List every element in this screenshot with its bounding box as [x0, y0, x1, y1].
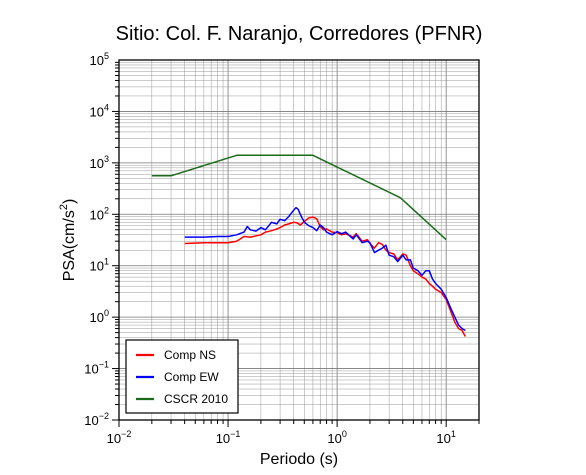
series-line-cscr-2010	[151, 154, 447, 241]
y-tick-label-exp: −2	[99, 411, 109, 421]
x-tick-label: 101	[436, 429, 455, 446]
x-tick-label-exp: 1	[451, 429, 456, 439]
y-tick-label-base: 10	[90, 310, 104, 325]
y-tick-label: 102	[90, 205, 109, 222]
y-tick-label-base: 10	[84, 362, 98, 377]
x-tick-labels: 10−2 10−1 100 101	[107, 429, 456, 446]
legend-label: CSCR 2010	[164, 392, 228, 406]
legend-box	[125, 339, 239, 414]
x-tick-label: 10−2	[107, 429, 132, 446]
legend: Comp NS Comp EW CSCR 2010	[125, 339, 239, 414]
x-tick-label-exp: −1	[230, 429, 240, 439]
y-tick-label-base: 10	[90, 156, 104, 171]
x-tick-label-exp: 0	[342, 429, 347, 439]
x-tick-label: 100	[327, 429, 346, 446]
x-tick-label-base: 10	[327, 431, 341, 446]
chart-title: Sitio: Col. F. Naranjo, Corredores (PFNR…	[116, 23, 483, 45]
y-tick-label: 10−1	[84, 360, 109, 377]
y-tick-label: 10−2	[84, 411, 109, 428]
y-tick-label-base: 10	[90, 104, 104, 119]
x-axis-label: Periodo (s)	[260, 451, 338, 468]
plot-frame	[118, 59, 480, 421]
y-tick-label-base: 10	[90, 207, 104, 222]
y-tick-label: 101	[90, 257, 109, 274]
y-tick-label-base: 10	[84, 413, 98, 428]
series-line-comp-ns	[184, 216, 467, 337]
legend-label: Comp NS	[164, 348, 216, 362]
x-tick-label-base: 10	[107, 431, 121, 446]
legend-label: Comp EW	[164, 370, 219, 384]
y-tick-label-exp: 1	[104, 257, 109, 267]
x-tick-label-base: 10	[216, 431, 230, 446]
y-tick-label-exp: −1	[99, 360, 109, 370]
series-lines	[151, 154, 467, 337]
y-tick-label: 104	[90, 102, 109, 119]
plot-grid	[118, 60, 480, 421]
y-axis-label-sup: 2	[58, 204, 70, 210]
y-tick-label: 105	[90, 51, 109, 68]
y-tick-label: 103	[90, 154, 109, 171]
y-tick-label: 100	[90, 308, 109, 325]
y-axis-label-base: PSA(cm/s	[61, 210, 78, 281]
y-tick-label-exp: 2	[104, 205, 109, 215]
y-tick-label-exp: 3	[104, 154, 109, 164]
x-tick-label: 10−1	[216, 429, 241, 446]
y-axis-label: PSA(cm/s2)	[58, 199, 78, 282]
x-tick-label-base: 10	[436, 431, 450, 446]
y-tick-label-exp: 0	[104, 308, 109, 318]
y-tick-label-exp: 5	[104, 51, 109, 61]
axis-ticks	[112, 61, 480, 427]
y-tick-label-base: 10	[90, 53, 104, 68]
series-line-comp-ew	[184, 206, 466, 332]
y-tick-label-base: 10	[90, 259, 104, 274]
y-axis-label-end: )	[61, 199, 78, 204]
y-tick-label-exp: 4	[104, 102, 109, 112]
x-tick-label-exp: −2	[121, 429, 131, 439]
